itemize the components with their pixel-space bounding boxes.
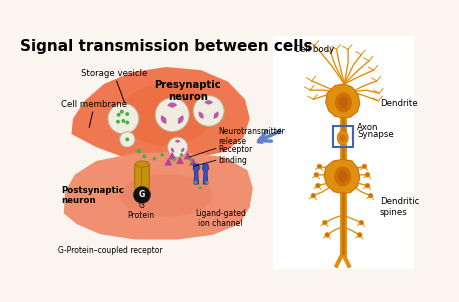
Ellipse shape [338,97,347,108]
Circle shape [316,164,321,169]
Circle shape [160,153,163,156]
Circle shape [324,233,329,237]
Circle shape [315,183,319,188]
Ellipse shape [336,131,347,145]
Polygon shape [189,158,196,165]
Circle shape [125,112,129,116]
Circle shape [108,103,139,134]
Circle shape [121,119,125,123]
Wedge shape [198,111,203,119]
Text: Ligand-gated
ion channel: Ligand-gated ion channel [195,209,245,228]
Polygon shape [168,152,176,159]
Polygon shape [63,152,252,239]
Text: Presynaptic
neuron: Presynaptic neuron [154,80,220,102]
Text: Axon: Axon [357,123,378,132]
Text: Dendritic
spines: Dendritic spines [379,198,418,217]
Polygon shape [164,158,172,165]
Text: Cell body: Cell body [293,46,333,54]
Circle shape [152,157,156,160]
Polygon shape [193,164,199,184]
Polygon shape [325,84,359,118]
Text: Neurotransmitter
release: Neurotransmitter release [189,127,285,157]
Circle shape [172,158,175,161]
Polygon shape [202,164,208,184]
Circle shape [119,132,134,147]
Circle shape [120,110,123,114]
Ellipse shape [119,175,212,217]
Wedge shape [181,147,184,152]
Polygon shape [176,156,184,164]
Text: G
Protein: G Protein [127,201,154,220]
Circle shape [361,164,366,169]
Text: Cell membrane: Cell membrane [61,100,127,127]
Circle shape [198,186,201,189]
Circle shape [193,95,224,126]
Circle shape [189,158,192,161]
FancyBboxPatch shape [134,165,142,188]
Polygon shape [324,159,359,193]
Ellipse shape [135,161,149,167]
Wedge shape [160,115,166,124]
Text: Signal transmission between cells: Signal transmission between cells [20,39,312,54]
Text: Synapse: Synapse [357,130,393,139]
Text: G-Protein–coupled receptor: G-Protein–coupled receptor [58,246,162,255]
Circle shape [155,98,189,132]
FancyBboxPatch shape [141,165,149,188]
Circle shape [368,193,372,198]
Circle shape [197,165,201,169]
Text: Storage vesicle: Storage vesicle [81,69,147,103]
Circle shape [206,108,211,114]
Text: G: G [139,190,145,199]
Wedge shape [177,115,183,124]
Circle shape [117,113,120,117]
Circle shape [125,137,129,141]
Circle shape [194,181,196,184]
Circle shape [179,153,183,156]
Text: Postsynaptic
neuron: Postsynaptic neuron [61,186,124,205]
Ellipse shape [333,166,351,186]
Wedge shape [213,111,218,119]
Circle shape [364,172,369,177]
Circle shape [313,172,318,177]
Circle shape [357,233,361,237]
Ellipse shape [334,92,351,112]
Circle shape [169,112,175,118]
Circle shape [125,120,129,124]
Ellipse shape [337,171,347,182]
Wedge shape [174,140,180,143]
Circle shape [364,183,369,188]
Circle shape [136,149,141,153]
Wedge shape [167,102,177,108]
Polygon shape [71,67,249,161]
Circle shape [175,145,179,149]
Circle shape [116,120,120,124]
Circle shape [142,154,146,158]
Wedge shape [204,100,213,105]
Wedge shape [170,147,174,152]
Circle shape [133,186,150,203]
Circle shape [358,220,363,225]
Circle shape [205,181,208,184]
Ellipse shape [119,84,212,146]
Circle shape [167,137,187,157]
Polygon shape [184,152,191,159]
Text: Dendrite: Dendrite [379,99,417,108]
Circle shape [322,220,326,225]
Circle shape [310,193,315,198]
Text: Receptor
binding: Receptor binding [193,145,252,166]
Ellipse shape [339,134,345,142]
FancyBboxPatch shape [272,36,413,269]
